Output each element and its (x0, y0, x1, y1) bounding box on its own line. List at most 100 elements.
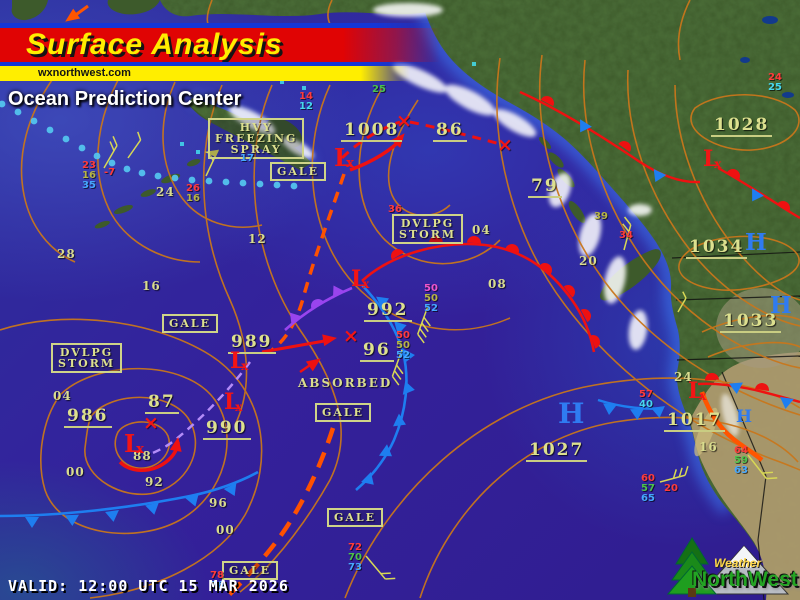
map-annotation: ABSORBED (298, 376, 393, 390)
cold-front-southwest (0, 470, 259, 528)
low-position-x-mark: × (143, 412, 159, 434)
fronts (0, 90, 800, 528)
low-position-x-mark: × (396, 110, 412, 132)
isobar-label: 04 (472, 223, 491, 237)
isobar-label: 12 (248, 232, 267, 246)
isobar-label: 24 (674, 370, 693, 384)
trough-south (226, 427, 336, 598)
website-stripe: wxnorthwest.com (0, 66, 410, 81)
isobar-label: 00 (66, 465, 85, 479)
pressure-value-label: 96 (360, 342, 394, 362)
isobar-label: 28 (57, 247, 76, 261)
station-plot: 20 (664, 483, 678, 494)
hazard-box-gale: GALE (327, 508, 384, 527)
hazard-box-dvlpg-storm: DVLPG STORM (51, 343, 123, 373)
pressure-value-label: 1027 (526, 442, 588, 462)
pressure-value-label: 989 (228, 334, 276, 354)
decaying-front-dashed-2 (409, 120, 501, 146)
logo-text-northwest: NorthWest (692, 568, 798, 591)
station-plot: 26 16 (186, 183, 200, 204)
ice-edge-line (0, 100, 298, 190)
pressure-value-label: 1017 (664, 412, 726, 432)
low-position-x-mark: × (497, 134, 513, 156)
cold-front-fragment-california (597, 398, 667, 421)
station-plot: 72 70 73 (348, 542, 362, 573)
pressure-value-label: 1008 (341, 122, 403, 142)
stationary-front-bc (519, 90, 701, 185)
website-link[interactable]: wxnorthwest.com (38, 67, 131, 79)
pressure-value-label: 86 (433, 122, 467, 142)
station-plot: 14 12 (299, 91, 313, 112)
low-position-x-mark: × (343, 325, 359, 347)
pressure-value-label: 1033 (720, 313, 782, 333)
station-plot: 25 (372, 84, 386, 95)
pressure-value-label: 1028 (711, 117, 773, 137)
agency-title: Ocean Prediction Center (8, 88, 242, 110)
pressure-value-label: 87 (145, 394, 179, 414)
snow-cover (228, 3, 739, 437)
trough-lines (147, 120, 501, 598)
pressure-value-label: 986 (64, 408, 112, 428)
hazard-box-dvlpg-storm: DVLPG STORM (392, 214, 464, 244)
decaying-front-dashed (340, 120, 401, 160)
isobar-label: 00 (216, 523, 235, 537)
high-pressure-symbol: H (770, 292, 792, 319)
isobar-label: 08 (488, 277, 507, 291)
isobar-label: 16 (142, 279, 161, 293)
header-blue-stripe-bottom (0, 62, 424, 66)
isobar-label: 96 (209, 496, 228, 510)
page-title: Surface Analysis (26, 28, 283, 61)
high-pressure-symbol: H (745, 229, 767, 256)
station-plot: 24 25 (768, 72, 782, 93)
isobar-label: 16 (699, 440, 718, 454)
isobar-label: 92 (145, 475, 164, 489)
occluded-front-fragment (284, 281, 353, 331)
hazard-box-gale: GALE (315, 403, 372, 422)
high-pressure-symbol: H (558, 397, 585, 430)
header-blue-stripe-top (0, 23, 436, 28)
hazard-box-hvy-freezing-spray: HVY FREEZING SPRAY (208, 118, 305, 159)
hazard-box-gale: GALE (162, 314, 219, 333)
station-plot: -7 (104, 167, 116, 178)
station-plot: 17 (240, 153, 254, 164)
stationary-front-southwest-us (697, 372, 800, 410)
pressure-value-label: 990 (203, 420, 251, 440)
isobar-label: 04 (53, 389, 72, 403)
wind-barbs (103, 131, 778, 580)
station-plot: 64 59 63 (734, 445, 748, 476)
logo-graphic (666, 537, 790, 597)
logo-text-weather: Weather (714, 556, 762, 570)
landmass (11, 0, 800, 600)
station-plot: 50 50 52 (424, 283, 438, 314)
weather-northwest-logo: Weather NorthWest (662, 536, 800, 598)
hazard-box-gale: GALE (270, 162, 327, 181)
trough-gulf (270, 173, 346, 352)
hazard-box-gale: GALE (222, 561, 279, 580)
station-plot: 39 (594, 211, 608, 222)
cold-front-central (355, 284, 417, 491)
mountain-icon (698, 545, 790, 595)
title-banner: Surface Analysis (0, 28, 440, 62)
valid-time-label: VALID: 12:00 UTC 15 MAR 2026 (8, 577, 289, 595)
coastal-front-socal (699, 391, 764, 462)
evergreen-tree-icon (666, 537, 718, 597)
lakes (740, 16, 794, 98)
mountain-snowcap (730, 546, 758, 568)
trough-purple (147, 361, 252, 457)
occluded-front-northeast (717, 166, 800, 220)
station-plot: 34 (619, 230, 633, 241)
station-plot: 60 57 65 (641, 473, 655, 504)
isobar-label: 88 (133, 449, 152, 463)
pressure-value-label: 1034 (686, 239, 748, 259)
station-plot: 78 76 (210, 570, 224, 591)
